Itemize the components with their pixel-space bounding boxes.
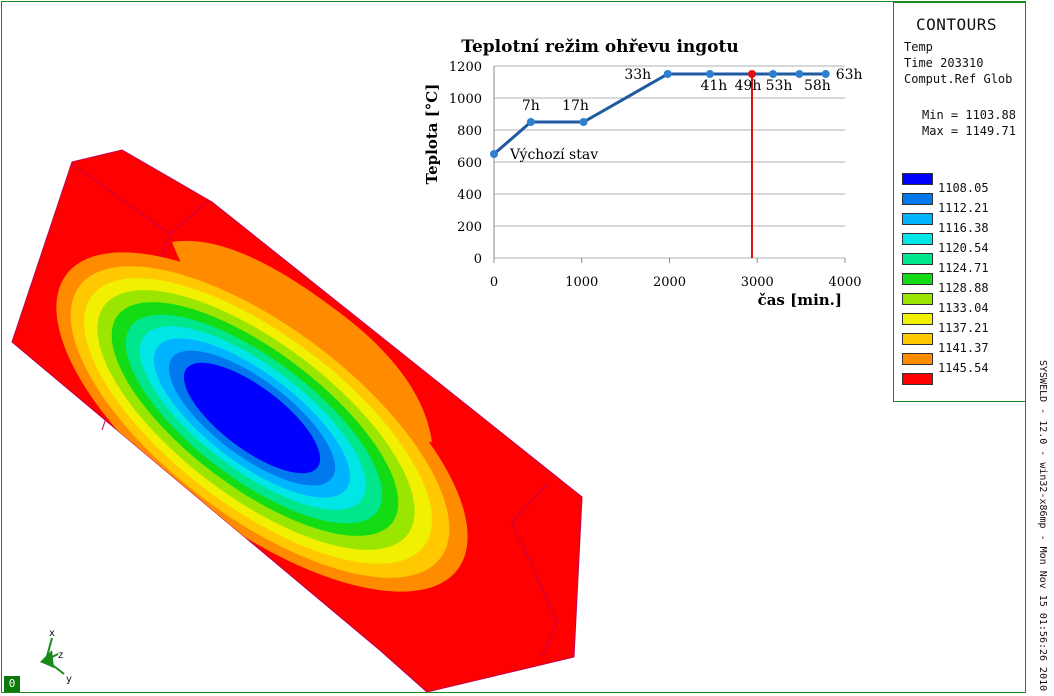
legend-max: Max = 1149.71 [922, 124, 1016, 138]
chart-x-tick-label: 0 [490, 275, 498, 290]
viewport-frame[interactable]: x z y Teplotní režim ohřevu ingotu Teplo… [1, 1, 1026, 693]
legend-quantity: Temp [904, 40, 933, 54]
legend-swatch [902, 293, 933, 305]
chart-y-tick-label: 800 [457, 124, 482, 139]
contours-legend: CONTOURS Temp Time 203310 Comput.Ref Glo… [893, 2, 1026, 402]
chart-y-tick-label: 1000 [449, 92, 482, 107]
legend-swatch [902, 273, 933, 285]
legend-swatch [902, 173, 933, 185]
legend-level-value: 1116.38 [938, 221, 989, 235]
chart-x-tick-label: 4000 [828, 275, 861, 290]
legend-time: Time 203310 [904, 56, 984, 70]
axis-y-label: y [66, 674, 72, 685]
legend-swatch [902, 253, 933, 265]
chart-grid [493, 65, 846, 263]
chart-point-label: 7h [522, 98, 540, 114]
legend-swatch [902, 213, 933, 225]
chart-point-label: 49h [735, 78, 762, 94]
chart-data-point [795, 70, 804, 78]
chart-data-point [663, 70, 672, 78]
legend-level-value: 1137.21 [938, 321, 989, 335]
legend-level-value: 1133.04 [938, 301, 989, 315]
legend-level-value: 1120.54 [938, 241, 989, 255]
legend-level-value: 1124.71 [938, 261, 989, 275]
legend-swatch [902, 373, 933, 385]
legend-level-value: 1141.37 [938, 341, 989, 355]
chart-point-label: 58h [804, 78, 831, 94]
chart-data-point [705, 70, 714, 78]
chart-xlabel: čas [min.] [758, 291, 842, 309]
chart-point-label: Výchozí stav [509, 146, 598, 163]
chart-x-ticks: 0 1000 2000 3000 4000 [490, 275, 862, 290]
chart-point-label: 17h [562, 98, 589, 114]
chart-data-point [526, 118, 535, 126]
chart-y-ticks: 0 200 400 600 800 1000 1200 [449, 60, 482, 267]
chart-data-point [821, 70, 830, 78]
chart-point-label: 63h [836, 67, 863, 83]
legend-min: Min = 1103.88 [922, 108, 1016, 122]
legend-level-value: 1112.21 [938, 201, 989, 215]
chart-y-tick-label: 0 [474, 252, 482, 267]
chart-y-tick-label: 400 [457, 188, 482, 203]
chart-data-point [769, 70, 778, 78]
chart-x-tick-label: 2000 [653, 275, 686, 290]
legend-reference: Comput.Ref Glob [904, 72, 1013, 86]
viewport-number-badge[interactable]: 0 [4, 676, 20, 692]
chart-y-tick-label: 600 [457, 156, 482, 171]
legend-title: CONTOURS [916, 15, 998, 34]
chart-point-label: 33h [624, 67, 651, 83]
chart-point-label: 41h [700, 78, 727, 94]
software-footer: SYSWELD - 12.0 - win32-x86mp - Mon Nov 1… [1026, 360, 1054, 692]
chart-data-point [579, 118, 588, 126]
ingot-body [11, 149, 583, 693]
chart-x-tick-label: 3000 [741, 275, 774, 290]
legend-swatch [902, 193, 933, 205]
temperature-regime-chart: Teplotní režim ohřevu ingotu Teplota [°C… [423, 37, 863, 309]
chart-title: Teplotní režim ohřevu ingotu [461, 37, 738, 57]
chart-y-tick-label: 1200 [449, 60, 482, 75]
chart-point-label: 53h [766, 78, 793, 94]
legend-level-value: 1128.88 [938, 281, 989, 295]
ingot-contour-plot[interactable]: x z y [2, 2, 1027, 694]
chart-y-tick-label: 200 [457, 220, 482, 235]
footer-text: SYSWELD - 12.0 - win32-x86mp - Mon Nov 1… [1037, 360, 1048, 692]
chart-series: Výchozí stav 7h 17h 33h 41h 49h 53h 58h 63h [490, 67, 863, 258]
axes-triad: x z y [40, 628, 72, 685]
chart-data-point [490, 150, 498, 158]
legend-swatch [902, 353, 933, 365]
chart-x-tick-label: 1000 [565, 275, 598, 290]
legend-level-value: 1145.54 [938, 361, 989, 375]
chart-data-point [747, 70, 756, 78]
legend-swatch [902, 233, 933, 245]
legend-swatch [902, 313, 933, 325]
axis-z-label: z [58, 650, 63, 661]
axis-x-label: x [49, 628, 55, 639]
legend-swatch [902, 333, 933, 345]
legend-level-value: 1108.05 [938, 181, 989, 195]
chart-ylabel: Teplota [°C] [423, 84, 441, 185]
